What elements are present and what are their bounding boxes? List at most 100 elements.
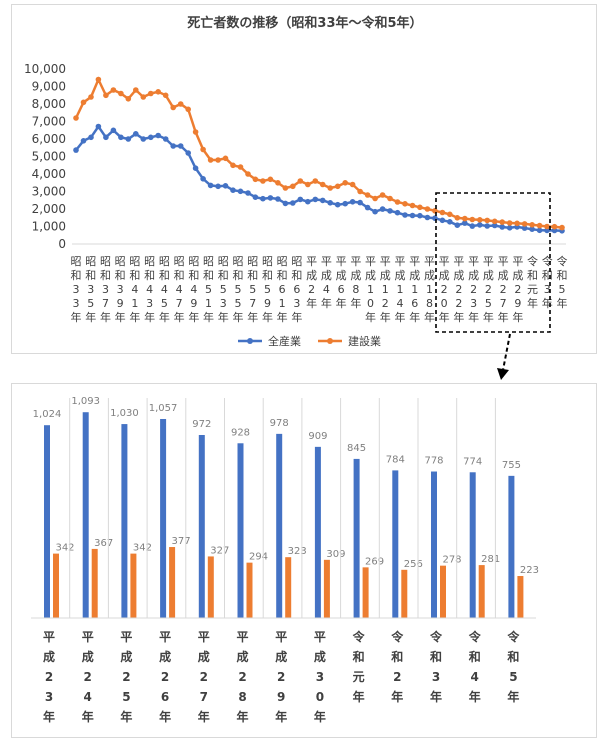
bar-orange xyxy=(401,569,408,618)
category-label: 4 xyxy=(84,690,92,704)
data-point xyxy=(521,221,528,227)
category-label: 5 xyxy=(509,670,517,684)
x-tick-label: 年 xyxy=(100,310,111,324)
category-label: 平 xyxy=(236,630,248,644)
x-tick-label: 年 xyxy=(439,310,450,324)
data-point xyxy=(484,217,491,224)
data-point xyxy=(215,157,221,163)
data-point xyxy=(125,136,132,142)
data-point xyxy=(402,212,408,218)
data-point xyxy=(387,195,393,202)
x-tick-label: 6 xyxy=(338,283,345,296)
bar-value-label: 755 xyxy=(502,460,521,471)
y-tick-label: 9,000 xyxy=(32,80,66,94)
data-point xyxy=(544,223,550,230)
data-point xyxy=(222,155,229,162)
x-tick-label: 9 xyxy=(117,297,124,310)
x-tick-label: 9 xyxy=(514,297,521,310)
data-point xyxy=(349,181,356,188)
data-point xyxy=(506,220,513,226)
series-line xyxy=(75,124,563,233)
category-label: 成 xyxy=(236,649,248,664)
bar-value-label: 278 xyxy=(442,555,461,566)
data-point xyxy=(469,216,476,223)
x-tick-label: 1 xyxy=(205,297,212,310)
x-tick-label: 成 xyxy=(468,269,479,282)
data-point xyxy=(260,178,266,184)
bar-blue xyxy=(160,418,167,618)
y-tick-label: 3,000 xyxy=(32,185,66,199)
x-tick-label: 4 xyxy=(146,283,153,296)
bar-value-label: 294 xyxy=(249,552,268,563)
category-label: 2 xyxy=(122,670,130,684)
bar-value-label: 309 xyxy=(326,549,345,560)
x-tick-label: 年 xyxy=(233,310,244,324)
data-point xyxy=(342,200,349,207)
category-label: 年 xyxy=(430,689,442,704)
data-point xyxy=(245,190,251,196)
x-tick-label: 昭 xyxy=(85,255,96,268)
data-point xyxy=(477,217,483,223)
data-point xyxy=(267,176,274,183)
x-tick-label: 年 xyxy=(291,310,302,324)
x-tick-label: 成 xyxy=(380,269,391,282)
data-point xyxy=(282,200,289,207)
bar-value-label: 774 xyxy=(463,456,482,467)
x-tick-label: 2 xyxy=(500,283,507,296)
category-label: 成 xyxy=(120,649,132,664)
x-tick-label: 3 xyxy=(220,297,227,310)
x-tick-label: 昭 xyxy=(262,255,273,268)
data-point xyxy=(237,188,244,195)
x-tick-label: 5 xyxy=(235,283,242,296)
x-tick-label: 年 xyxy=(395,310,406,324)
data-point xyxy=(185,150,191,156)
x-tick-label: 平 xyxy=(512,255,523,268)
category-label: 8 xyxy=(238,690,246,704)
category-label: 3 xyxy=(432,670,440,684)
data-point xyxy=(177,101,184,107)
x-tick-label: 成 xyxy=(336,269,347,282)
y-tick-label: 5,000 xyxy=(32,150,66,164)
y-tick-label: 8,000 xyxy=(32,97,66,111)
category-label: 2 xyxy=(45,670,53,684)
bar-blue xyxy=(314,446,321,618)
bar-value-label: 281 xyxy=(481,554,500,565)
x-tick-label: 和 xyxy=(115,269,126,282)
category-label: 平 xyxy=(43,630,55,644)
x-tick-label: 0 xyxy=(367,297,374,310)
x-tick-label: 成 xyxy=(498,269,509,282)
category-label: 年 xyxy=(236,709,248,724)
data-point xyxy=(327,185,334,191)
x-tick-label: 平 xyxy=(350,255,361,268)
category-label: 成 xyxy=(314,649,326,664)
legend-marker xyxy=(247,338,253,344)
bar-value-label: 327 xyxy=(210,545,229,556)
category-label: 7 xyxy=(200,690,208,704)
data-point xyxy=(394,209,401,216)
bar-value-label: 256 xyxy=(404,559,423,570)
bar-orange xyxy=(53,553,59,618)
category-label: 令 xyxy=(468,629,482,644)
category-label: 成 xyxy=(159,649,171,664)
x-tick-label: 5 xyxy=(249,283,256,296)
data-point xyxy=(162,136,169,142)
data-point xyxy=(103,92,109,99)
data-point xyxy=(357,188,363,195)
bar-value-label: 1,030 xyxy=(110,408,139,419)
data-point xyxy=(432,208,438,214)
category-label: 年 xyxy=(314,709,326,724)
x-tick-label: 昭 xyxy=(277,255,288,268)
data-point xyxy=(372,208,378,215)
x-tick-label: 2 xyxy=(308,283,315,296)
category-label: 和 xyxy=(390,649,403,664)
data-point xyxy=(200,146,206,153)
bar-value-label: 928 xyxy=(231,427,250,438)
line-chart-panel: 死亡者数の推移（昭和33年～令和5年） 10,000 9,000 8,000 7,00… xyxy=(11,4,597,354)
x-tick-label: 4 xyxy=(397,297,404,310)
x-tick-label: 昭 xyxy=(115,255,126,268)
x-tick-label: 令 xyxy=(527,254,538,268)
x-tick-label: 年 xyxy=(159,310,170,324)
x-tick-label: 年 xyxy=(277,310,288,324)
bar-value-label: 778 xyxy=(424,456,443,467)
legend-label: 建設業 xyxy=(348,334,381,348)
